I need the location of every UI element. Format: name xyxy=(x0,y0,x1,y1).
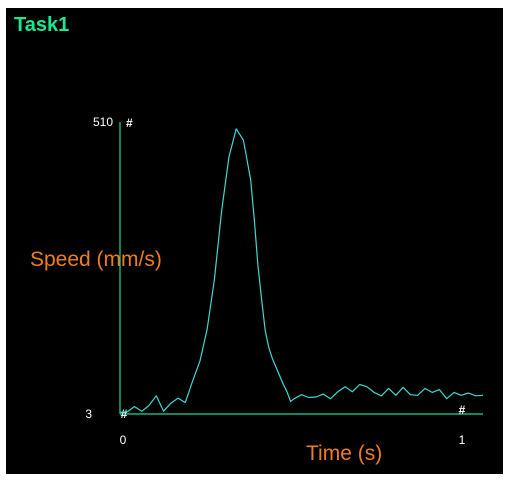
chart-panel: Task1 Speed (mm/s) Time (s) 3 510 0 1 # # # xyxy=(6,8,503,474)
plot-area: 3 510 0 1 # # # xyxy=(85,115,484,447)
origin-marker: # xyxy=(121,407,128,421)
y-max-marker: # xyxy=(126,116,133,130)
x-tick-label-max: 1 xyxy=(459,433,466,447)
y-tick-label-max: 510 xyxy=(93,115,113,129)
x-max-marker: # xyxy=(459,403,466,417)
y-tick-label-min: 3 xyxy=(85,407,92,421)
x-tick-label-min: 0 xyxy=(120,433,127,447)
y-axis-label: Speed (mm/s) xyxy=(30,248,162,271)
speed-series-line xyxy=(119,128,484,413)
x-axis-label: Time (s) xyxy=(306,442,383,465)
chart-title: Task1 xyxy=(14,14,70,36)
